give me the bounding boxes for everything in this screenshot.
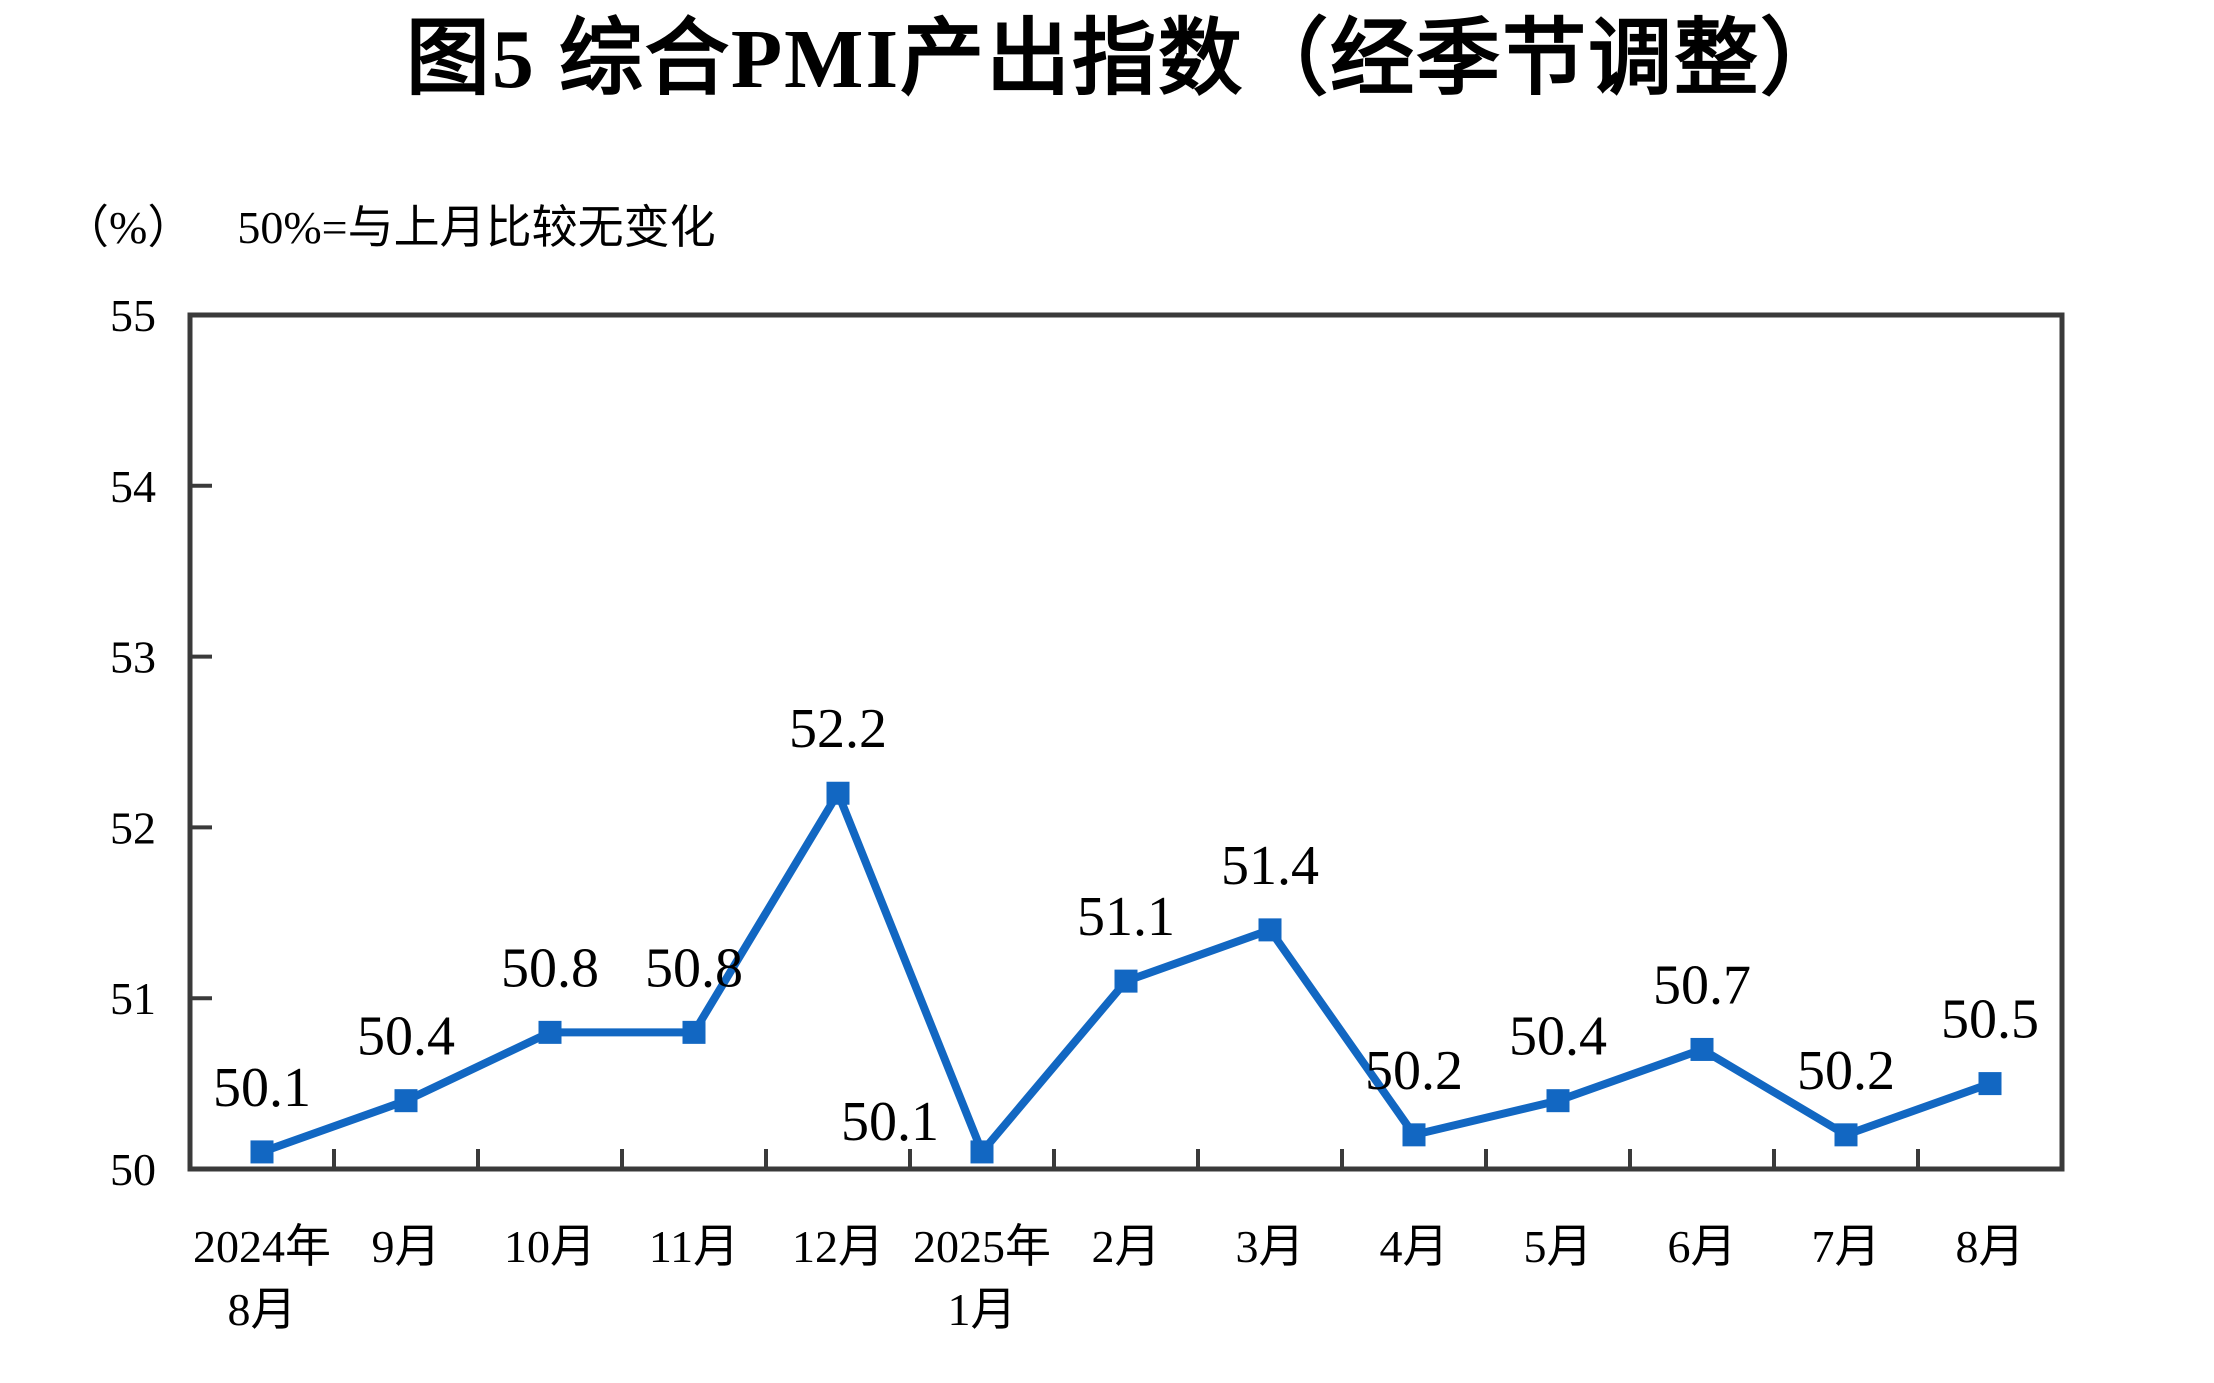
data-point-marker xyxy=(1690,1037,1714,1061)
data-point-label: 50.8 xyxy=(645,937,743,999)
data-point-label: 50.2 xyxy=(1797,1040,1895,1102)
plot-border xyxy=(187,312,2065,1172)
data-point-label: 52.2 xyxy=(789,698,887,760)
x-axis-label: 2月 xyxy=(1092,1221,1161,1272)
x-axis-label: 4月 xyxy=(1380,1221,1449,1272)
data-point-marker xyxy=(1834,1123,1858,1147)
data-point-label: 50.1 xyxy=(213,1057,311,1119)
x-axis-label: 2025年 1月 xyxy=(913,1221,1051,1335)
x-axis-label: 6月 xyxy=(1668,1221,1737,1272)
data-point-label: 50.5 xyxy=(1941,989,2039,1051)
data-point-marker xyxy=(1258,918,1282,942)
x-axis-label: 7月 xyxy=(1812,1221,1881,1272)
x-axis-label: 9月 xyxy=(372,1221,441,1272)
data-point-marker xyxy=(1114,969,1138,993)
data-point-marker xyxy=(1546,1089,1570,1113)
data-point-marker xyxy=(826,781,850,805)
data-point-label: 51.1 xyxy=(1077,886,1175,948)
y-axis-label: 54 xyxy=(110,461,156,512)
unit-label: （%） xyxy=(63,202,194,253)
data-point-label: 50.4 xyxy=(357,1006,455,1068)
y-axis-label: 52 xyxy=(110,802,156,853)
data-point-label: 50.4 xyxy=(1509,1006,1607,1068)
x-axis-label: 2024年 8月 xyxy=(193,1221,331,1335)
data-point-label: 50.7 xyxy=(1653,954,1751,1016)
data-point-marker xyxy=(1978,1072,2002,1096)
data-point-marker xyxy=(682,1020,706,1044)
x-axis-label: 3月 xyxy=(1236,1221,1305,1272)
x-axis-label: 5月 xyxy=(1524,1221,1593,1272)
data-point-marker xyxy=(970,1140,994,1164)
data-point-marker xyxy=(250,1140,274,1164)
x-axis-label: 8月 xyxy=(1956,1221,2025,1272)
chart-subtitle: （%） 50%=与上月比较无变化 xyxy=(63,200,716,255)
data-point-label: 50.8 xyxy=(501,937,599,999)
chart-title: 图5 综合PMI产出指数（经季节调整） xyxy=(405,13,1847,106)
x-axis-label: 12月 xyxy=(792,1221,884,1272)
data-point-marker xyxy=(538,1020,562,1044)
y-axis-label: 55 xyxy=(110,290,156,341)
data-point-marker xyxy=(1402,1123,1426,1147)
data-point-label: 50.2 xyxy=(1365,1040,1463,1102)
data-point-marker xyxy=(394,1089,418,1113)
y-axis-label: 51 xyxy=(110,973,156,1024)
y-axis-label: 53 xyxy=(110,632,156,683)
subtitle-note: 50%=与上月比较无变化 xyxy=(237,202,716,253)
y-axis-label: 50 xyxy=(110,1144,156,1195)
x-axis-label: 11月 xyxy=(649,1221,739,1272)
x-axis-label: 10月 xyxy=(504,1221,596,1272)
data-point-label: 50.1 xyxy=(841,1091,939,1153)
data-point-label: 51.4 xyxy=(1221,835,1319,897)
